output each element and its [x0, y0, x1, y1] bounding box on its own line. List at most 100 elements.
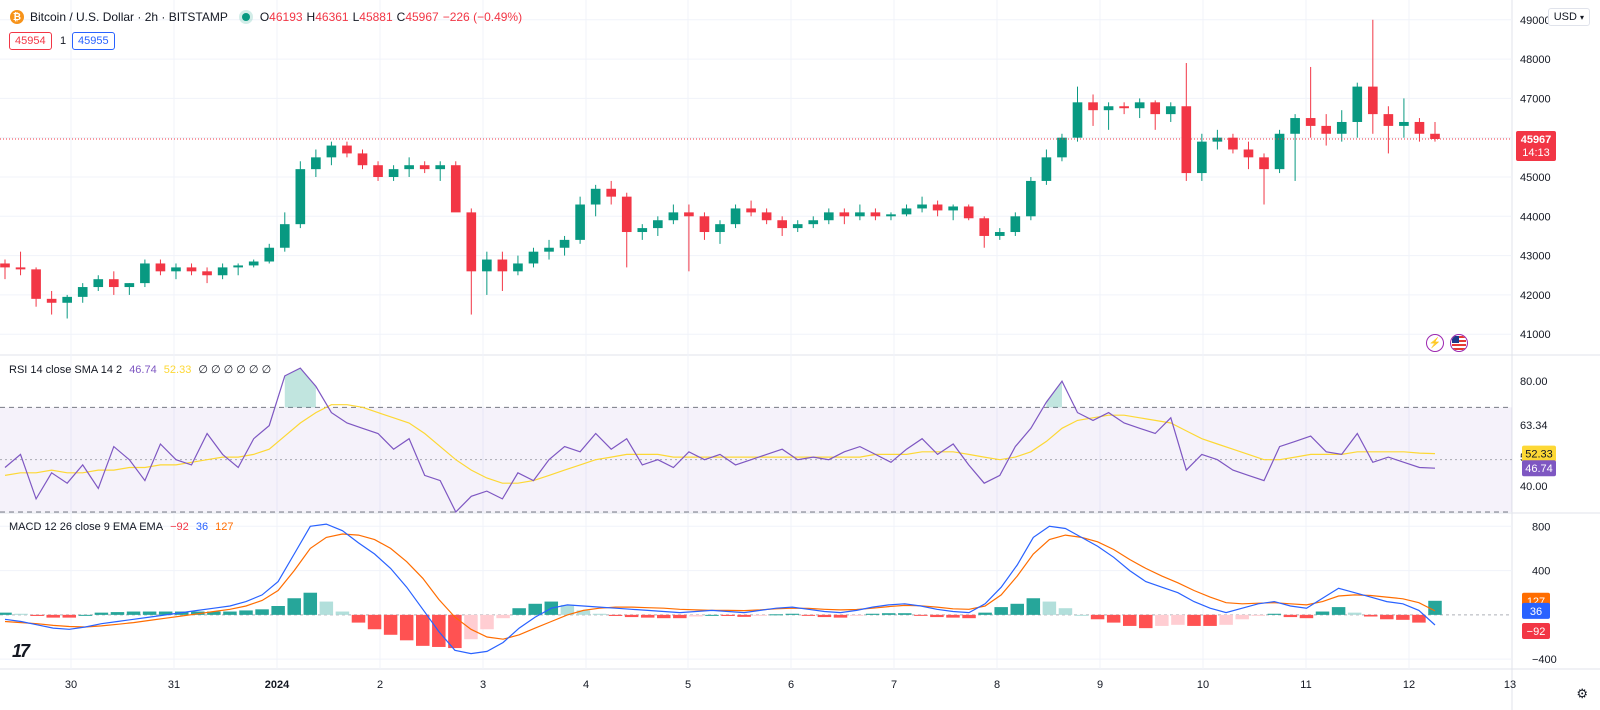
macd-histogram-bar	[881, 613, 896, 615]
candle-body	[1430, 133, 1440, 139]
candle-body	[901, 208, 912, 215]
rsi-overbought-fill	[1046, 381, 1062, 408]
tradingview-logo[interactable]: 17	[12, 641, 30, 661]
candle-body	[1352, 86, 1363, 122]
time-axis-label: 7	[891, 679, 897, 691]
lightning-icon[interactable]: ⚡	[1426, 334, 1444, 352]
macd-histogram-bar	[849, 614, 864, 616]
rsi-sma-line	[4, 404, 1436, 484]
macd-histogram-bar	[1010, 603, 1024, 615]
symbol-legend[interactable]: ₿ Bitcoin / U.S. Dollar · 2h · BITSTAMP …	[10, 10, 522, 24]
candle-body	[513, 263, 523, 272]
macd-histogram-bar	[46, 614, 60, 618]
macd-histogram-bar	[705, 614, 719, 616]
candle-body	[730, 208, 741, 225]
rsi-legend[interactable]: RSI 14 close SMA 14 2 46.74 52.33 ∅ ∅ ∅ …	[9, 363, 275, 376]
candle-body	[1150, 102, 1161, 115]
candle-body	[1414, 121, 1425, 134]
macd-histogram-bar	[496, 614, 510, 619]
time-axis-label: 13	[1504, 679, 1516, 691]
macd-histogram-bar	[657, 614, 671, 619]
macd-histogram-bar	[512, 608, 526, 615]
macd-histogram-bar	[335, 611, 350, 615]
macd-histogram-bar	[255, 609, 269, 615]
candle-body	[1383, 114, 1394, 126]
ohlc-close-label: C	[396, 10, 406, 24]
us-flag-icon[interactable]	[1450, 334, 1468, 352]
macd-histogram-bar	[624, 614, 639, 618]
macd-histogram-bar	[994, 607, 1008, 615]
macd-histogram-bar	[126, 611, 141, 615]
macd-histogram-bar	[1090, 614, 1105, 620]
candle-body	[1228, 137, 1238, 150]
time-axis-label: 5	[685, 679, 691, 691]
candle-body	[932, 204, 943, 211]
candle-body	[171, 267, 181, 272]
macd-axis-label: 800	[1532, 521, 1550, 533]
candle-body	[746, 208, 756, 213]
candle-body	[590, 188, 601, 205]
macd-histogram-bar	[1347, 612, 1362, 615]
macd-histogram-bar	[592, 613, 607, 615]
macd-histogram-bar	[142, 611, 157, 615]
macd-histogram-bar	[801, 614, 816, 616]
macd-histogram-bar	[480, 614, 494, 630]
macd-histogram-bar	[560, 604, 575, 615]
candle-body	[839, 212, 850, 217]
time-axis-label: 2024	[265, 679, 290, 691]
candle-body	[637, 228, 648, 233]
candle-body	[1165, 106, 1176, 115]
candle-body	[186, 267, 197, 272]
macd-signal-badge-text: 36	[1530, 606, 1542, 618]
candle-body	[233, 265, 243, 268]
macd-axis-label: −400	[1532, 654, 1557, 666]
macd-histogram-bar	[351, 614, 366, 623]
chevron-down-icon: ▾	[1579, 13, 1584, 22]
ohlc-low: 45881	[359, 10, 393, 24]
candle-body	[15, 267, 26, 270]
candle-body	[559, 239, 570, 248]
macd-histogram-bar	[287, 598, 301, 615]
candle-body	[1119, 106, 1129, 109]
time-axis-label: 6	[788, 679, 794, 691]
candle-body	[621, 196, 632, 233]
sell-price-button[interactable]: 45954	[9, 32, 52, 50]
macd-histogram-bar	[898, 613, 912, 615]
currency-selector[interactable]: USD ▾	[1547, 8, 1590, 26]
candle-body	[699, 216, 710, 233]
ohlc-open: 46193	[269, 10, 303, 24]
candle-body	[482, 259, 492, 272]
macd-legend[interactable]: MACD 12 26 close 9 EMA EMA −92 36 127	[9, 521, 238, 533]
macd-histogram-bar	[1251, 614, 1266, 616]
candle-body	[715, 224, 725, 233]
candle-body	[1072, 102, 1083, 138]
candle-body	[917, 204, 927, 209]
macd-histogram-bar	[1074, 614, 1089, 616]
macd-histogram-bar	[1380, 614, 1394, 620]
symbol-title[interactable]: Bitcoin / U.S. Dollar · 2h · BITSTAMP	[30, 10, 228, 24]
macd-histogram-bar	[303, 592, 318, 615]
rsi-sma-badge-text: 52.33	[1525, 449, 1553, 461]
macd-histogram-bar	[817, 614, 832, 618]
candle-body	[1103, 106, 1114, 111]
macd-histogram-bar	[785, 613, 800, 615]
candle-body	[62, 296, 72, 303]
candle-body	[217, 267, 228, 276]
macd-signal-badge	[1522, 602, 1550, 619]
rsi-axis-label: 80.00	[1520, 376, 1548, 388]
macd-histogram-bar	[721, 614, 735, 616]
time-axis-label: 30	[65, 679, 77, 691]
candle-body	[373, 165, 383, 177]
candle-body	[342, 145, 352, 154]
macd-histogram-bar	[1171, 614, 1185, 625]
candle-body	[668, 212, 679, 221]
buy-price-button[interactable]: 45955	[72, 32, 115, 50]
rsi-legend-sma: 52.33	[163, 364, 192, 376]
macd-histogram-bar	[914, 614, 928, 616]
time-axis-label: 2	[377, 679, 383, 691]
rsi-axis-label: 63.34	[1520, 420, 1548, 432]
candle-body	[792, 224, 803, 229]
settings-icon[interactable]: ⚙	[1576, 686, 1588, 701]
bitcoin-icon: ₿	[10, 10, 24, 24]
